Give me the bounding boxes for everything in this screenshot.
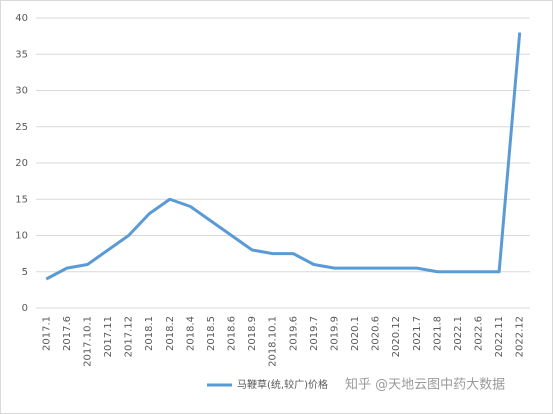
x-tick-label: 2020.12	[391, 316, 402, 357]
x-tick-label: 2022.6	[474, 316, 485, 351]
data-line	[45, 32, 522, 281]
x-tick-label: 2018.4	[185, 316, 196, 351]
x-tick-label: 2021.7	[412, 316, 423, 351]
x-tick-label: 2022.12	[515, 316, 526, 357]
x-tick-label: 2017.10.1	[82, 316, 93, 367]
y-tick-label: 5	[22, 267, 28, 278]
y-tick-label: 20	[15, 158, 28, 169]
x-tick-label: 2022.11	[494, 316, 505, 357]
y-tick-label: 10	[15, 231, 28, 242]
x-tick-label: 2019.7	[309, 316, 320, 351]
x-tick-label: 2018.9	[247, 316, 258, 351]
x-tick-label: 2022.1	[453, 316, 464, 351]
x-tick-label: 2021.8	[432, 316, 443, 351]
watermark: 知乎 @天地云图中药大数据	[345, 377, 505, 393]
x-tick-label: 2019.9	[329, 316, 340, 351]
y-tick-label: 40	[15, 13, 28, 24]
x-tick-label: 2017.1	[41, 316, 52, 351]
y-tick-label: 30	[15, 86, 28, 97]
y-tick-label: 35	[15, 49, 28, 60]
y-tick-label: 15	[15, 194, 28, 205]
x-tick-label: 2018.1	[144, 316, 155, 351]
x-tick-label: 2018.2	[165, 316, 176, 351]
x-tick-label: 2018.5	[206, 316, 217, 351]
x-tick-label: 2020.1	[350, 316, 361, 351]
legend-label: 马鞭草(统,较广)价格	[237, 378, 328, 391]
x-tick-label: 2017.12	[124, 316, 135, 357]
x-tick-label: 2017.11	[103, 316, 114, 357]
y-tick-label: 0	[22, 303, 28, 314]
x-tick-label: 2019.6	[288, 316, 299, 351]
y-tick-label: 25	[15, 122, 28, 133]
x-tick-label: 2018.10.1	[268, 316, 279, 367]
x-tick-label: 2020.6	[371, 316, 382, 351]
x-tick-label: 2017.6	[62, 316, 73, 351]
x-tick-label: 2018.6	[227, 316, 238, 351]
